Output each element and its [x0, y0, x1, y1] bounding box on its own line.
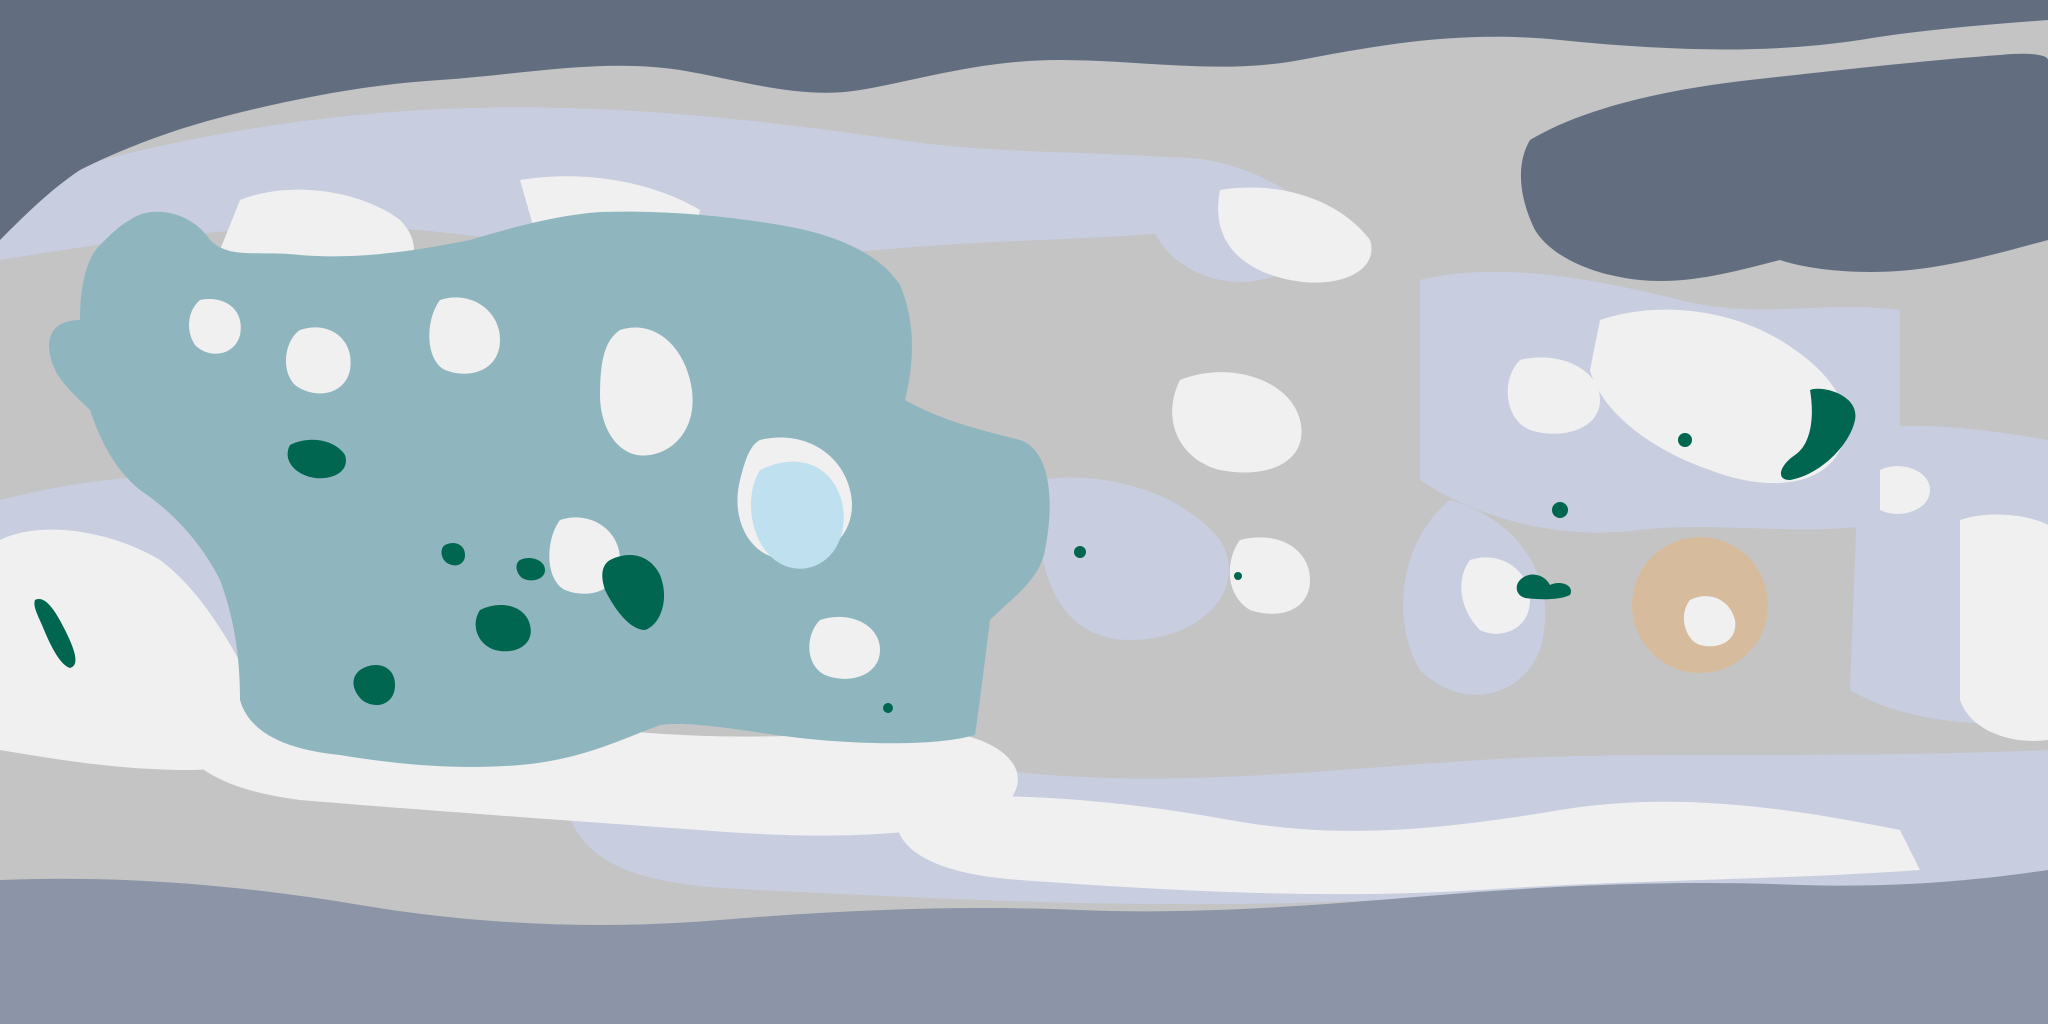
eastern-tan-circular-basin [1632, 537, 1768, 673]
dark-green-features [34, 388, 1856, 713]
north-polar-cap [0, 0, 2048, 240]
central-pale-blue-patch [750, 461, 844, 569]
northeast-polar-lobe [1520, 53, 2048, 281]
south-polar-cap [0, 870, 2048, 1024]
tan-basin-white-inner [1683, 596, 1736, 647]
